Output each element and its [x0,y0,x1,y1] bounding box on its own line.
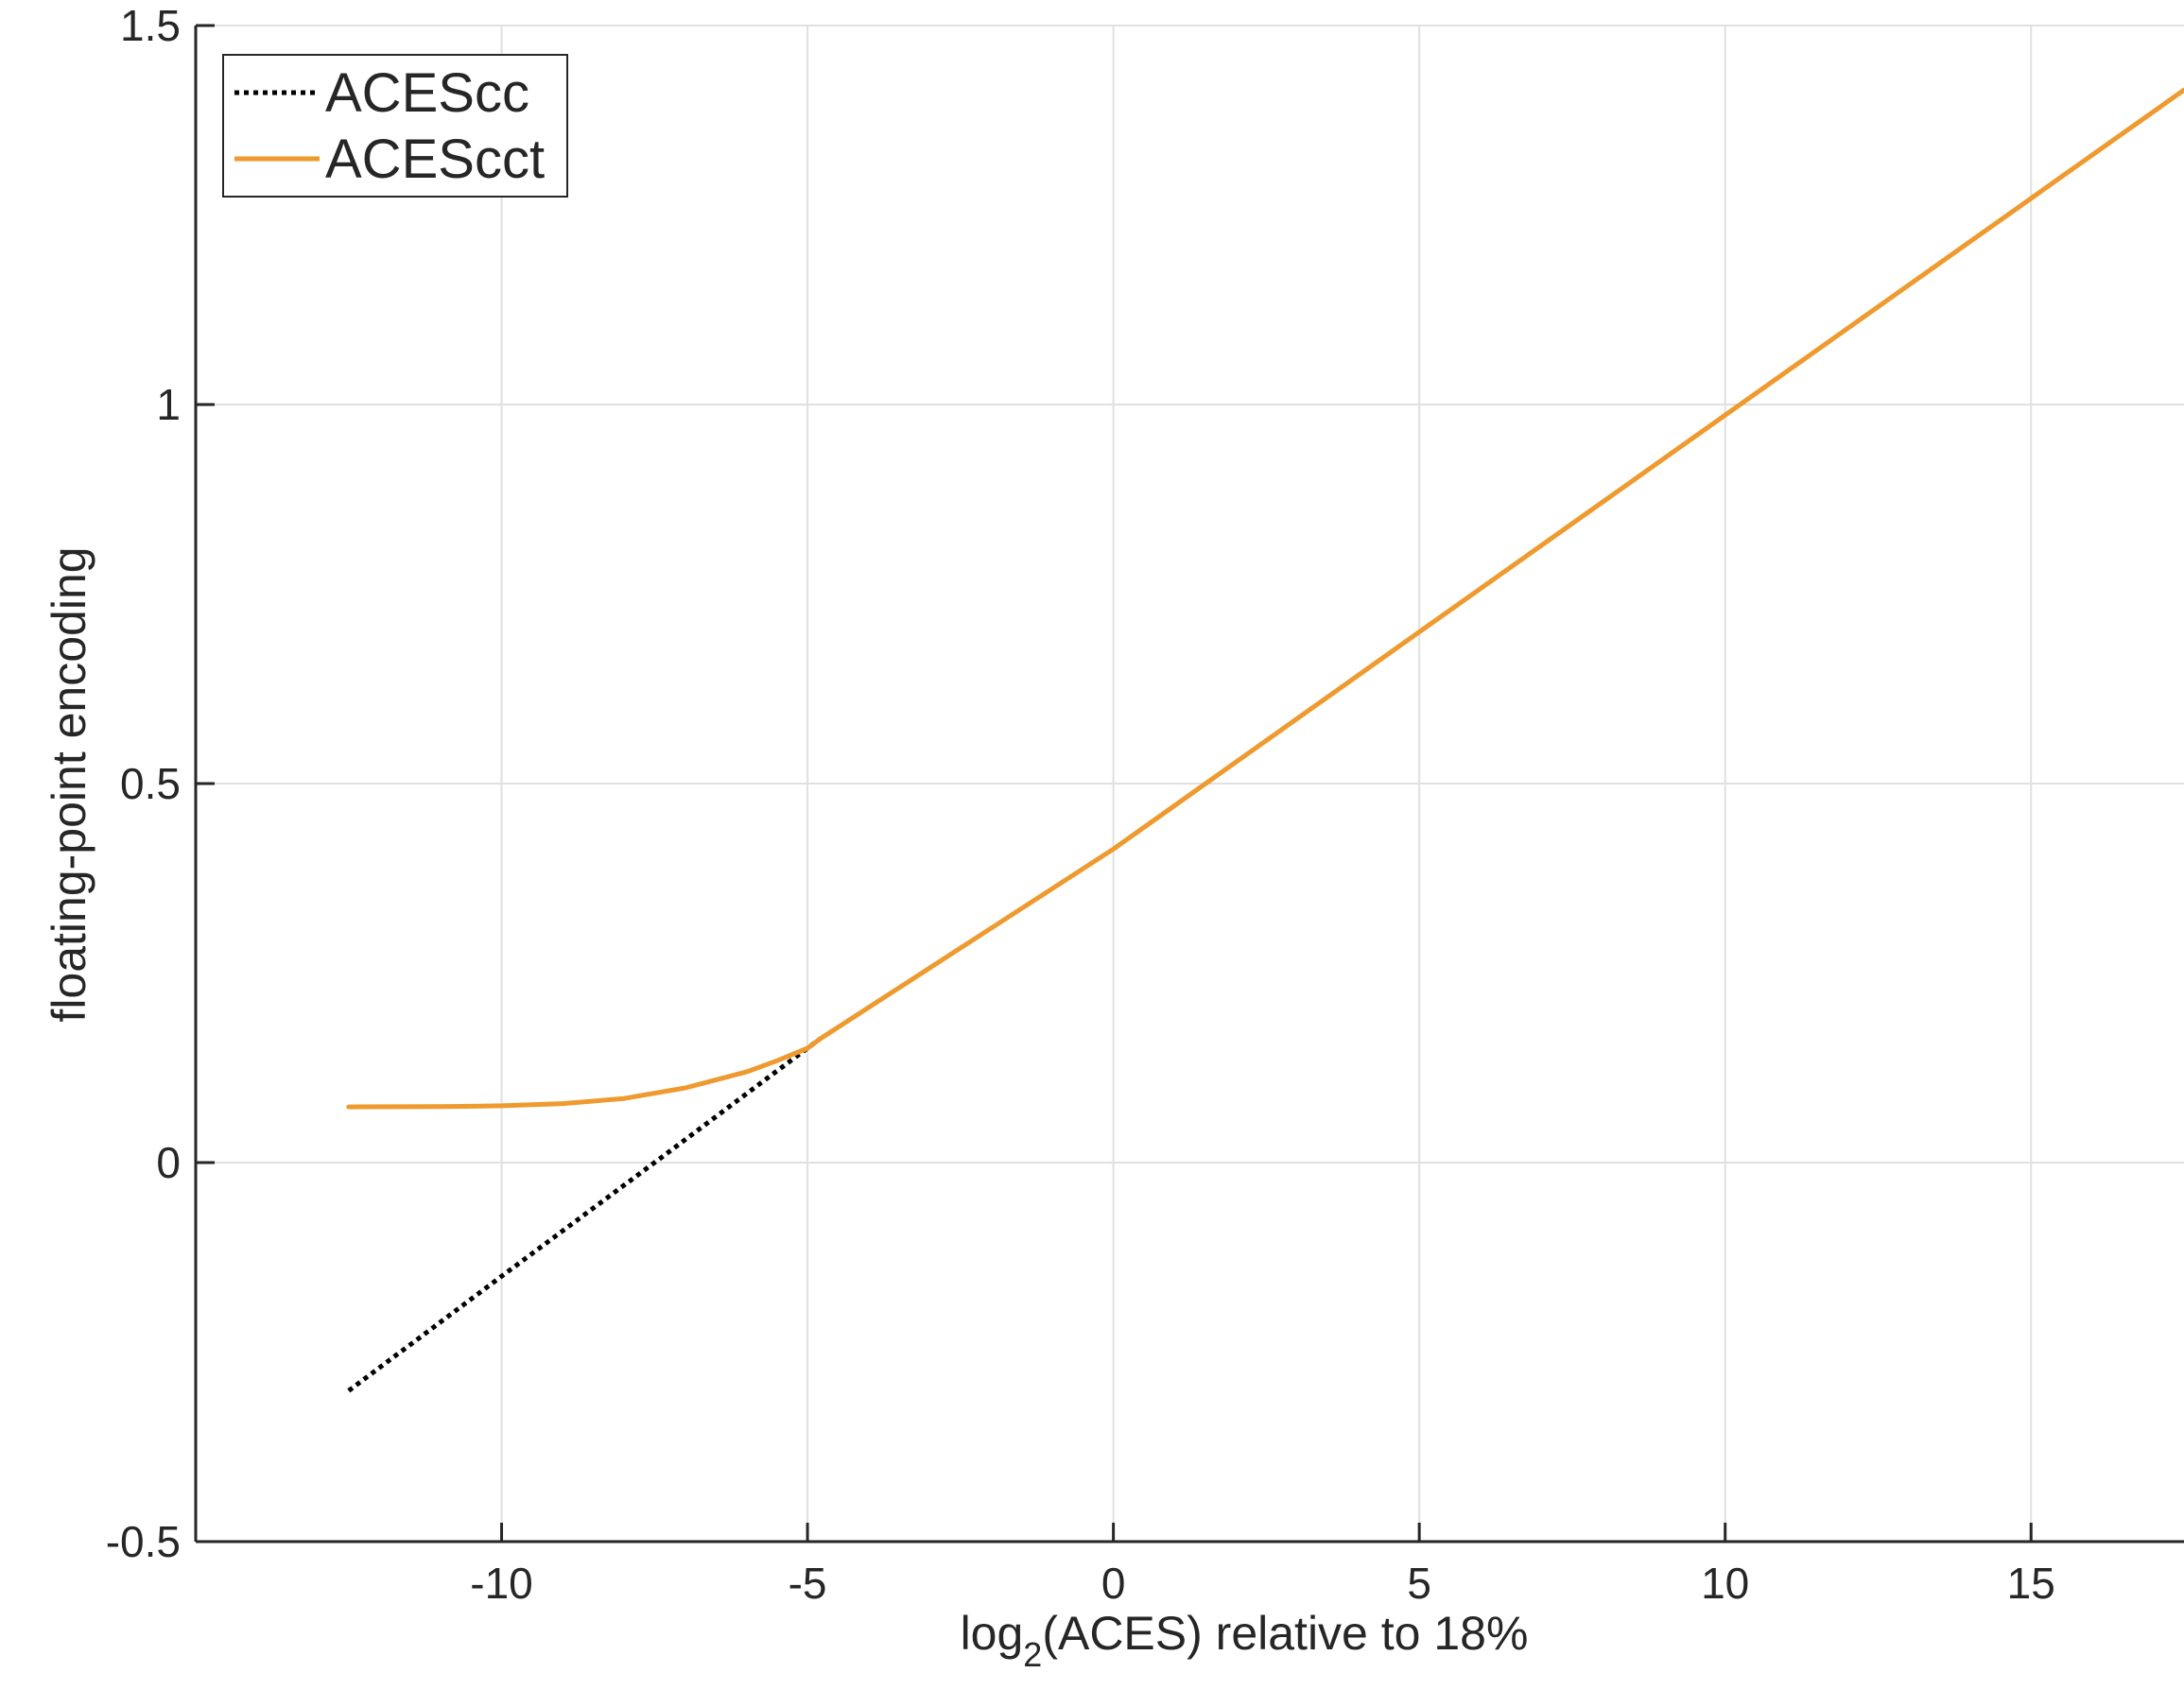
legend-label-acescc: ACEScc [325,62,529,124]
y-tick-label-2: 0.5 [120,759,181,808]
x-tick-label-2: 0 [1101,1559,1126,1608]
series-layer [346,87,2184,1393]
y-tick-label-4: 1.5 [120,1,181,50]
y-tick-label-1: 0 [156,1138,181,1187]
legend-box [222,54,568,198]
x-tick-label-1: -5 [789,1559,827,1608]
x-tick-label-3: 5 [1407,1559,1431,1608]
x-axis-label: log2(ACES) relative to 18% [961,1607,1529,1674]
legend-label-acescct: ACEScct [325,129,545,190]
axes [194,24,2184,1543]
series-line-acescct [346,87,2184,1110]
y-tick-label-0: -0.5 [106,1517,181,1566]
legend: ACEScc ACEScct [222,54,568,198]
x-tick-label-4: 10 [1701,1559,1749,1608]
x-tick-label-5: 15 [2007,1559,2055,1608]
y-tick-label-3: 1 [156,380,181,429]
x-tick-label-0: -10 [470,1559,532,1608]
tick-labels: -10 -5 0 5 10 15 -0.5 0 0.5 1 1.5 [106,1,2055,1608]
y-axis-label: floating-point encoding [43,546,95,1022]
